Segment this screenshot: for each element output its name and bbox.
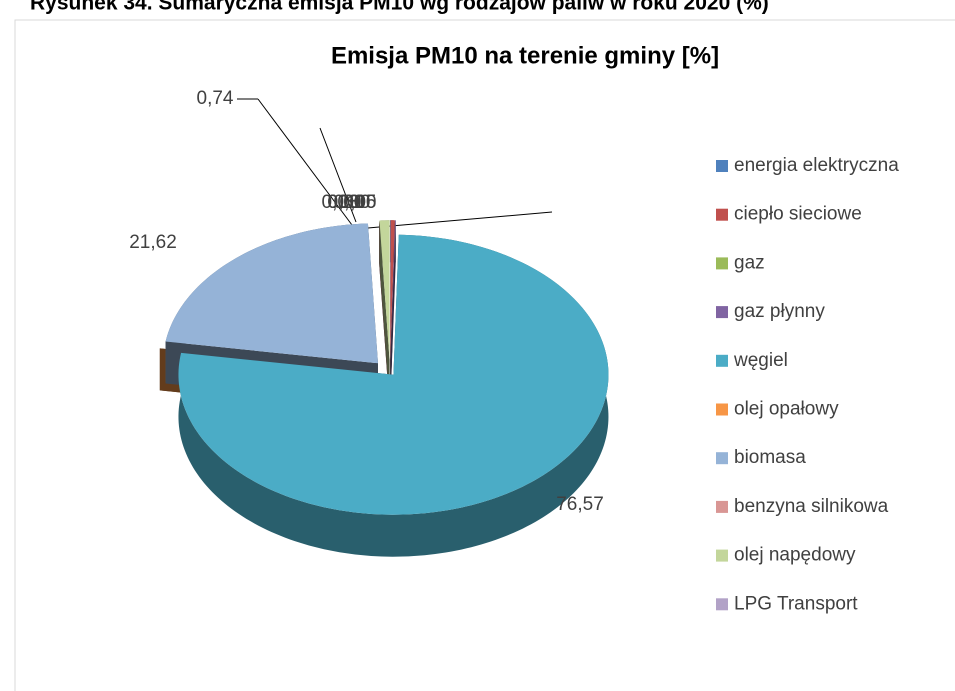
legend-label: ciepło sieciowe <box>734 204 862 225</box>
slice <box>165 223 378 364</box>
legend-swatch <box>716 452 728 465</box>
legend-label: olej opałowy <box>734 399 839 420</box>
legend-swatch <box>716 354 728 367</box>
data-label: 0,31 <box>328 192 365 213</box>
legend-swatch <box>716 549 728 562</box>
legend-label: biomasa <box>734 447 806 468</box>
leader <box>257 98 353 226</box>
legend-swatch <box>716 306 728 319</box>
chart-title: Emisja PM10 na terenie gminy [%] <box>331 42 719 69</box>
slice <box>178 234 609 515</box>
slice <box>390 220 396 361</box>
legend-label: benzyna silnikowa <box>734 496 889 517</box>
slice <box>379 220 390 361</box>
legend-swatch <box>716 598 728 611</box>
slice <box>159 348 373 371</box>
legend-swatch <box>716 208 728 221</box>
data-label: 0,00 <box>328 192 365 213</box>
data-label: 0,03 <box>322 192 359 213</box>
caption: Rysunek 34. Sumaryczna emisja PM10 wg ro… <box>30 0 769 15</box>
slice-wall <box>390 220 396 403</box>
legend-label: węgiel <box>733 350 788 371</box>
data-label: 0,05 <box>340 192 377 213</box>
legend-label: olej napędowy <box>734 545 856 566</box>
legend-swatch <box>716 500 728 513</box>
data-label: 76,57 <box>556 494 604 515</box>
data-label: 0,74 <box>197 88 234 109</box>
legend-swatch <box>716 403 728 416</box>
slice-wall <box>379 220 390 403</box>
leader <box>319 127 357 223</box>
data-label: 0,00 <box>328 192 365 213</box>
slice <box>390 220 395 361</box>
data-label: 21,62 <box>129 232 177 253</box>
legend-swatch <box>716 160 728 172</box>
legend-label: LPG Transport <box>734 593 858 614</box>
data-label: 0,00 <box>334 192 371 213</box>
data-label: 0,00 <box>340 192 377 213</box>
legend-label: gaz płynny <box>734 301 825 322</box>
legend-label: gaz <box>734 252 765 273</box>
leader <box>367 211 553 229</box>
legend-swatch <box>716 257 728 270</box>
legend-label: energia elektryczna <box>734 155 899 176</box>
